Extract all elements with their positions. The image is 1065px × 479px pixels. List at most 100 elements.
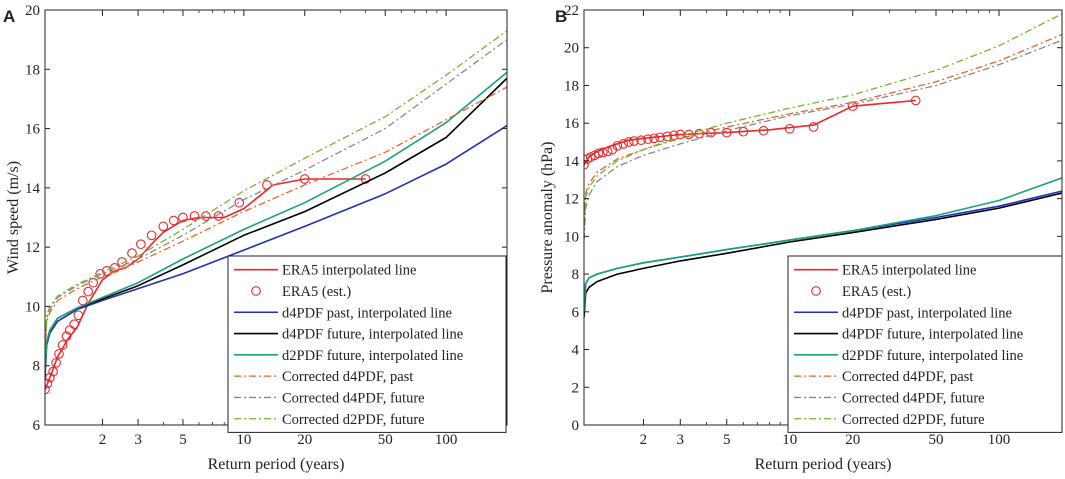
marker-point [57, 340, 68, 350]
legend-entry-corrected-d4pdf-past: Corrected d4PDF, past [234, 369, 413, 385]
y-tick-label: 12 [564, 192, 579, 208]
x-tick-label: 100 [988, 432, 1011, 448]
x-tick-label: 20 [297, 432, 312, 448]
legend-entry-era5-est: ERA5 (est.) [251, 284, 351, 300]
x-tick-label: 2 [640, 432, 648, 448]
series-era5-interpolated-line-line [584, 99, 916, 166]
marker-point [178, 212, 188, 223]
y-tick-label: 0 [572, 418, 580, 434]
marker-point [738, 126, 749, 137]
marker-point [808, 122, 819, 132]
legend-box [787, 255, 1063, 433]
y-axis-label: Pressure anomaly (hPa) [539, 142, 556, 294]
marker-point [618, 139, 629, 149]
marker-point [45, 378, 53, 389]
marker-point [61, 331, 72, 341]
legend-entry-corrected-d2pdf-future: Corrected d2PDF, future [234, 412, 425, 428]
legend-label: Corrected d4PDF, future [282, 390, 425, 406]
legend-entry-corrected-d4pdf-future: Corrected d4PDF, future [234, 390, 425, 406]
legend-label: d4PDF future, interpolated line [842, 327, 1023, 343]
y-tick-label: 2 [572, 380, 580, 396]
marker-point [602, 146, 613, 157]
series-group [584, 13, 1062, 318]
y-tick-label: 6 [572, 305, 580, 321]
x-tick-label: 10 [782, 432, 797, 448]
series-d4pdf-future-interpolated-line-line [584, 192, 1062, 318]
marker-point [847, 101, 858, 112]
x-tick-label: 5 [179, 432, 187, 448]
marker-point [784, 123, 795, 134]
series-d2pdf-future-interpolated-line-line [584, 177, 1062, 312]
y-tick-label: 14 [564, 154, 580, 170]
marker-point [127, 248, 137, 258]
marker-point [168, 215, 179, 226]
marker-point [649, 133, 659, 144]
marker-point [623, 137, 634, 147]
y-tick-label: 20 [25, 3, 40, 19]
legend-entry-corrected-d4pdf-past: Corrected d4PDF, past [794, 369, 973, 385]
x-tick-label: 50 [928, 432, 943, 448]
marker-point [299, 174, 310, 184]
x-tick-label: 2 [99, 432, 107, 448]
x-tick-label: 5 [723, 432, 731, 448]
legend-entry-era5-interpolated-line: ERA5 interpolated line [234, 263, 417, 279]
x-tick-label: 3 [134, 432, 142, 448]
marker-point [262, 180, 272, 190]
legend-label: d4PDF future, interpolated line [282, 327, 463, 343]
x-axis-label: Return period (years) [755, 456, 892, 473]
x-tick-label: 3 [677, 432, 685, 448]
marker-point [88, 277, 99, 288]
y-tick-label: 14 [25, 181, 41, 197]
marker-point [643, 134, 653, 145]
legend-label: ERA5 interpolated line [282, 263, 417, 279]
legend-marker [811, 286, 821, 296]
marker-point [201, 211, 211, 221]
marker-point [48, 366, 58, 377]
marker-point [136, 239, 146, 250]
marker-point [612, 140, 623, 151]
marker-point [189, 211, 200, 221]
x-tick-label: 100 [435, 432, 458, 448]
series-era5-est [584, 95, 921, 170]
panel-label: A [3, 7, 15, 26]
legend-label: Corrected d2PDF, future [282, 412, 425, 428]
marker-point [51, 357, 61, 368]
marker-point [158, 221, 169, 232]
marker-point [146, 230, 157, 241]
y-tick-label: 6 [33, 418, 41, 434]
series-d2pdf-future-interpolated-line-line [45, 71, 507, 372]
marker-point [73, 310, 84, 321]
marker-point [69, 319, 80, 330]
legend-entry-d4pdf-future-interpolated-line: d4PDF future, interpolated line [794, 327, 1023, 343]
y-axis-label: Wind speed (m/s) [5, 161, 22, 274]
marker-point [54, 349, 64, 359]
legend-label: Corrected d2PDF, future [842, 412, 985, 428]
marker-point [598, 147, 608, 158]
marker-point [83, 286, 94, 297]
series-corrected-d4pdf-past-line [45, 86, 507, 360]
legend-entry-d4pdf-past-interpolated-line: d4PDF past, interpolated line [234, 305, 452, 321]
y-tick-label: 16 [25, 122, 41, 138]
y-tick-label: 18 [25, 62, 40, 78]
series-corrected-d4pdf-future-line [45, 39, 507, 357]
y-tick-label: 8 [572, 267, 580, 283]
marker-point [360, 174, 371, 184]
legend-label: d2PDF future, interpolated line [842, 348, 1023, 364]
marker-point [721, 127, 732, 138]
marker-point [234, 197, 245, 208]
y-tick-label: 16 [564, 116, 580, 132]
x-axis-label: Return period (years) [208, 456, 345, 473]
panel-a: A 6 8 10 12 14 16 18 20 2 3 5 10 20 50 100 Return period… [3, 3, 508, 473]
y-tick-label: 8 [33, 359, 41, 375]
y-tick-label: 10 [25, 299, 40, 315]
legend: ERA5 interpolated line ERA5 (est.) d4PDF p… [787, 255, 1063, 433]
y-tick-label: 20 [564, 41, 579, 57]
legend-label: ERA5 interpolated line [842, 263, 977, 279]
marker-point [910, 95, 921, 106]
legend: ERA5 interpolated line ERA5 (est.) d4PDF p… [227, 255, 507, 433]
marker-point [694, 128, 705, 139]
marker-point [636, 135, 646, 146]
x-tick-label: 20 [845, 432, 860, 448]
